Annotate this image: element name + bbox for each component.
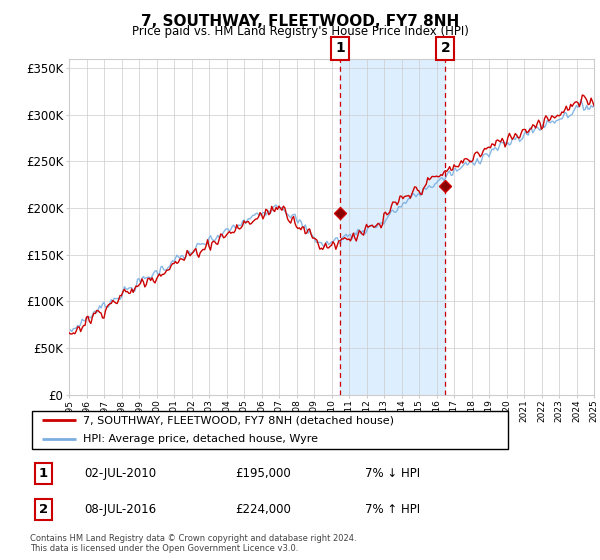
Bar	[340, 59, 445, 395]
Text: 1: 1	[335, 41, 345, 55]
Text: 7% ↑ HPI: 7% ↑ HPI	[365, 503, 420, 516]
Text: 7% ↓ HPI: 7% ↓ HPI	[365, 467, 420, 480]
Text: Price paid vs. HM Land Registry's House Price Index (HPI): Price paid vs. HM Land Registry's House …	[131, 25, 469, 38]
Text: £224,000: £224,000	[235, 503, 291, 516]
Text: 2: 2	[39, 503, 48, 516]
Text: £195,000: £195,000	[235, 467, 291, 480]
FancyBboxPatch shape	[32, 411, 508, 449]
Text: HPI: Average price, detached house, Wyre: HPI: Average price, detached house, Wyre	[83, 435, 318, 445]
Text: 2: 2	[440, 41, 450, 55]
Text: 7, SOUTHWAY, FLEETWOOD, FY7 8NH: 7, SOUTHWAY, FLEETWOOD, FY7 8NH	[141, 14, 459, 29]
Text: 08-JUL-2016: 08-JUL-2016	[84, 503, 156, 516]
Text: Contains HM Land Registry data © Crown copyright and database right 2024.
This d: Contains HM Land Registry data © Crown c…	[30, 534, 356, 553]
Text: 02-JUL-2010: 02-JUL-2010	[84, 467, 156, 480]
Text: 1: 1	[39, 467, 48, 480]
Text: 7, SOUTHWAY, FLEETWOOD, FY7 8NH (detached house): 7, SOUTHWAY, FLEETWOOD, FY7 8NH (detache…	[83, 415, 394, 425]
